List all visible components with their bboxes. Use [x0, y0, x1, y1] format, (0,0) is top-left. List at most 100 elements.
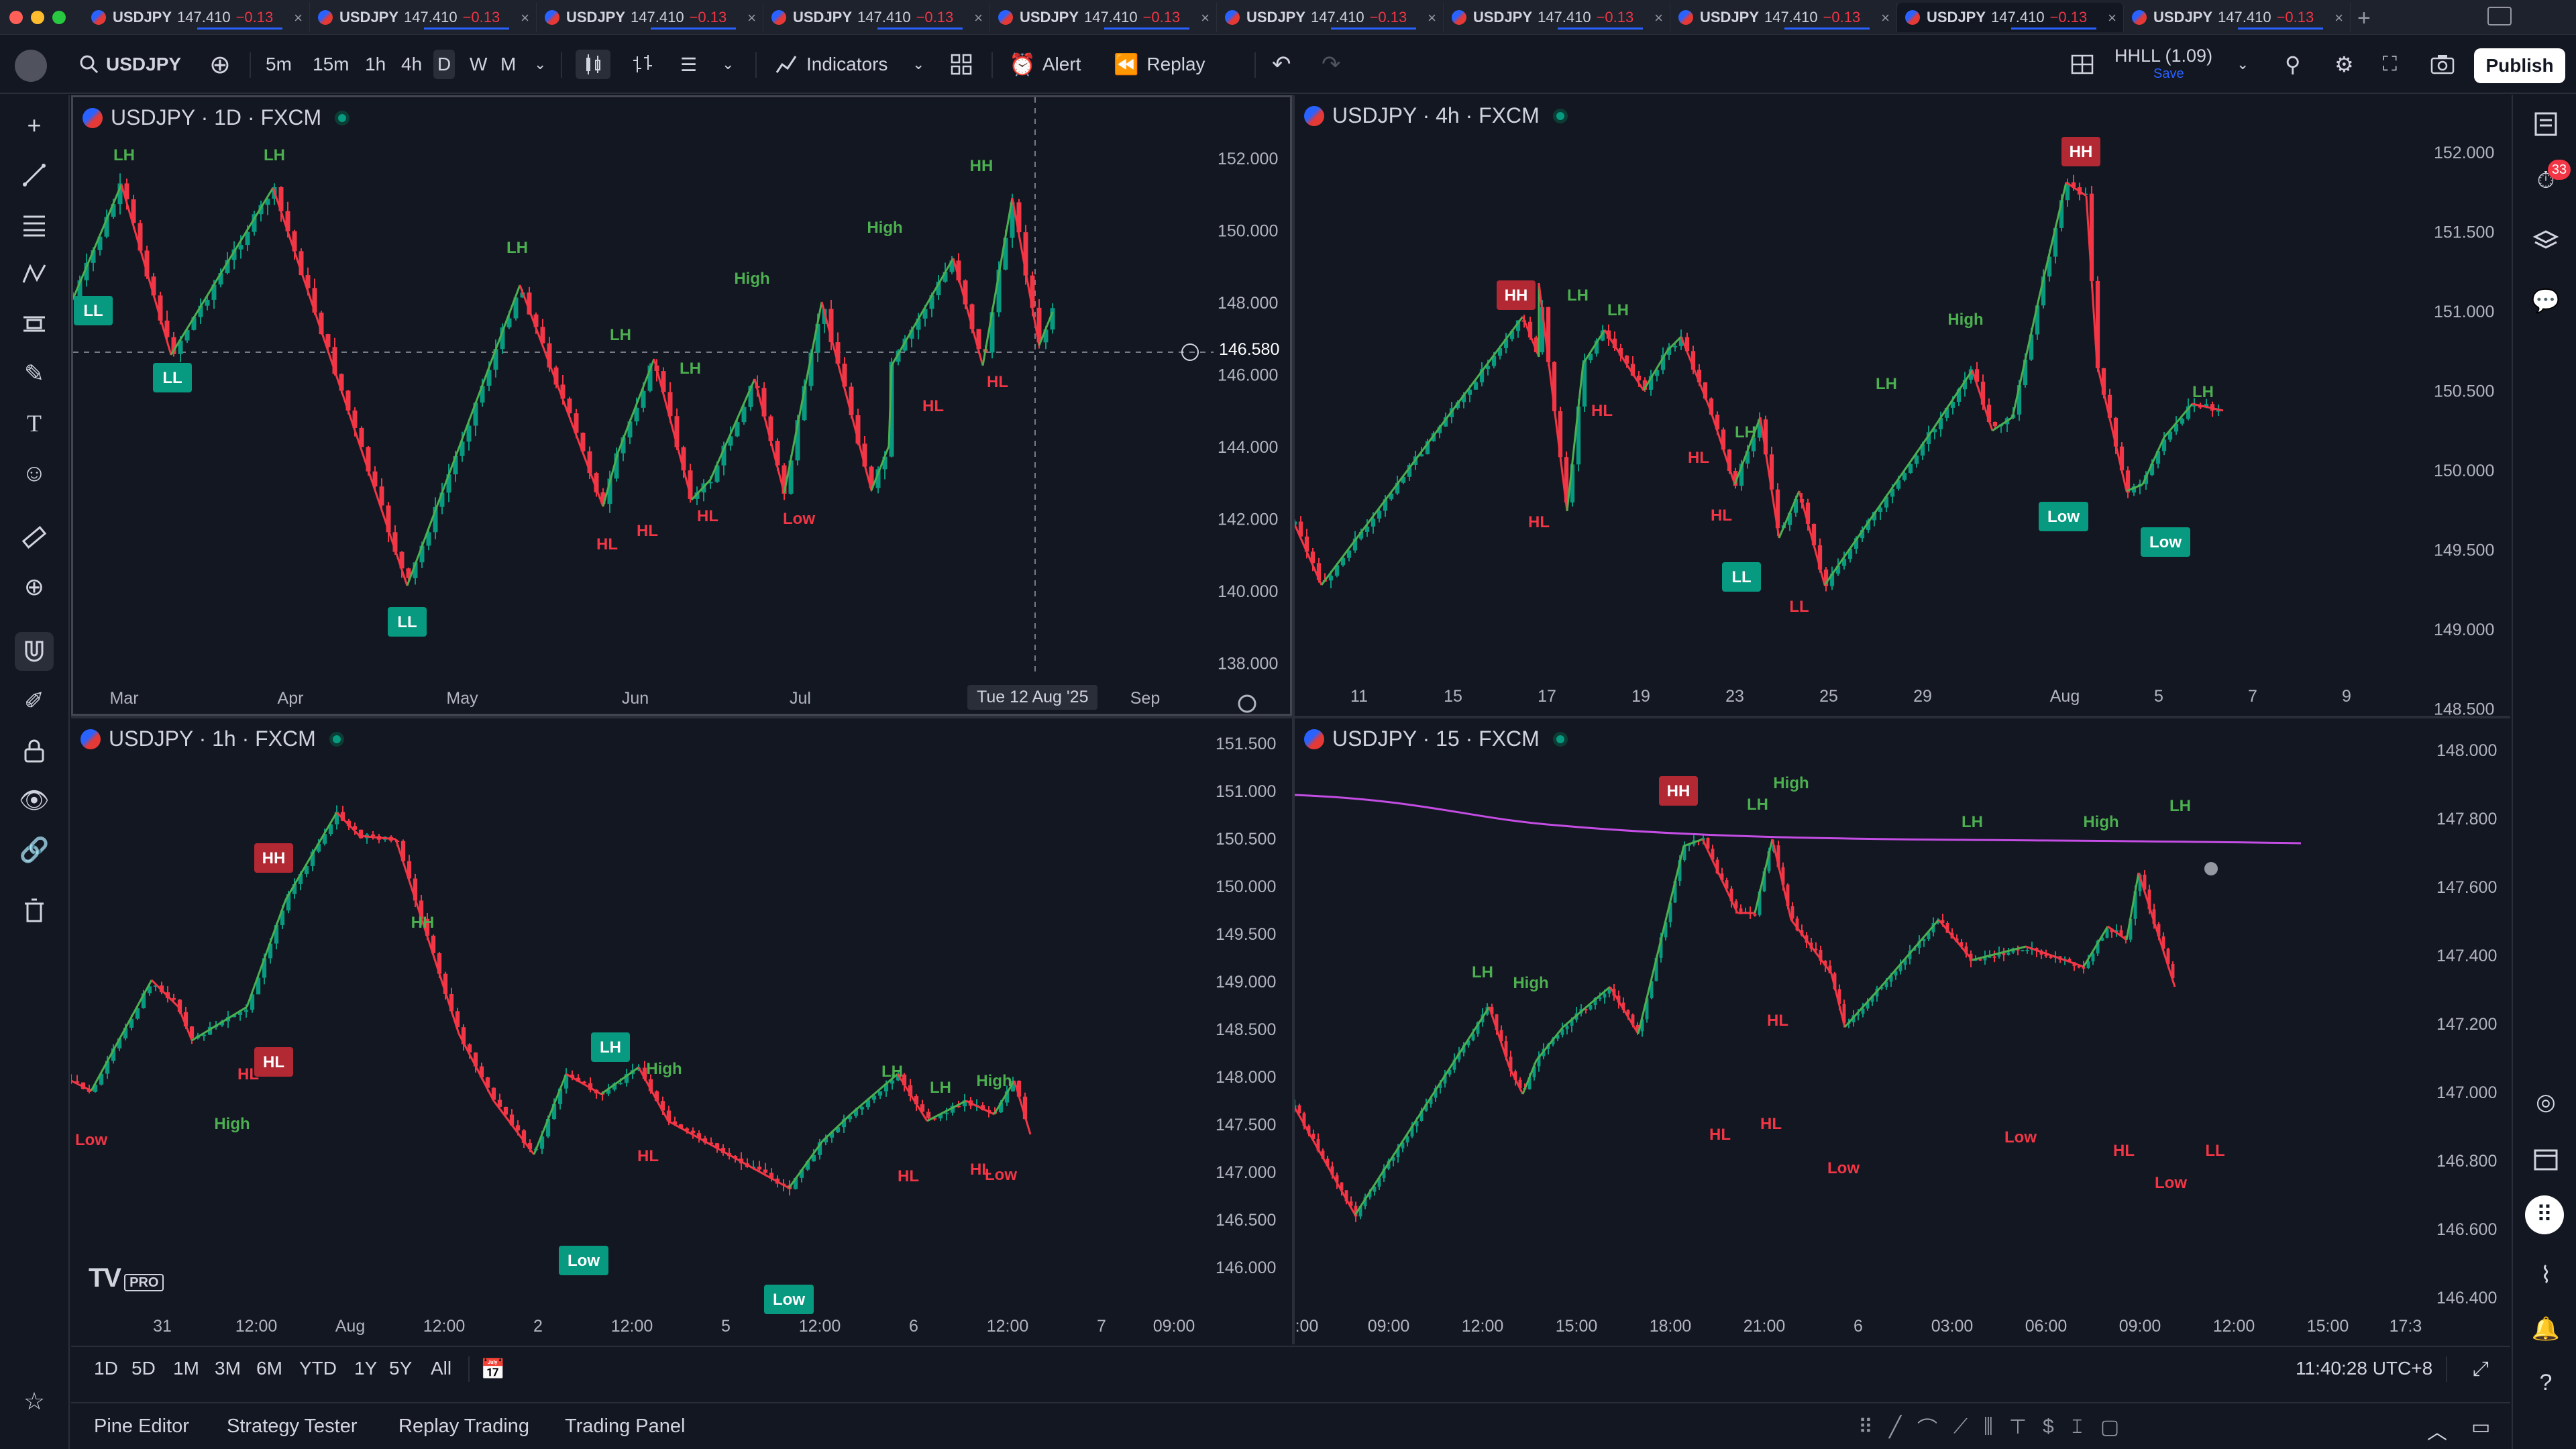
range-all-button[interactable]: All — [431, 1358, 452, 1379]
undo-icon[interactable]: ↶ — [1272, 52, 1291, 77]
close-tab-icon[interactable]: × — [747, 9, 756, 26]
apps-grid-icon[interactable]: ⠿ — [2525, 1195, 2564, 1234]
range-1y-button[interactable]: 1Y — [354, 1358, 378, 1379]
close-tab-icon[interactable]: × — [294, 9, 303, 26]
minimize-window-button[interactable] — [31, 11, 44, 24]
interval-5m[interactable]: 5m — [266, 50, 292, 79]
range-1m-button[interactable]: 1M — [173, 1358, 199, 1379]
publish-button[interactable]: Publish — [2474, 48, 2565, 83]
templates-grid-icon[interactable] — [950, 50, 973, 79]
help-icon[interactable]: ? — [2539, 1369, 2553, 1395]
chart-canvas-15m[interactable]: 148.000 147.800 147.600 147.400 147.200 147.0… — [1295, 718, 2510, 1344]
close-tab-icon[interactable]: × — [2108, 9, 2116, 26]
browser-tab[interactable]: USDJPY 147.410 −0.13 × — [310, 3, 537, 32]
chat-icon[interactable]: 💬 — [2531, 288, 2561, 314]
candle-tool-icon[interactable]: ⫼ — [1984, 1415, 1993, 1438]
close-tab-icon[interactable]: × — [2334, 9, 2343, 26]
zoom-window-button[interactable] — [52, 11, 66, 24]
sidebar-toggle-icon[interactable] — [2487, 7, 2512, 25]
interval-w[interactable]: W — [470, 50, 487, 79]
favorites-star-icon[interactable]: ☆ — [23, 1387, 46, 1415]
drag-handle-icon[interactable]: ⠿ — [1858, 1415, 1873, 1438]
bar-chart-type-icon[interactable] — [631, 50, 655, 79]
browser-tab[interactable]: USDJPY 147.410 −0.13 × — [763, 3, 990, 32]
keep-drawing-icon[interactable]: ✐ — [23, 687, 45, 714]
brush-icon[interactable]: ✎ — [23, 360, 45, 387]
chart-canvas-1d[interactable]: 152.000 150.000 148.000 146.000 144.000 142.0… — [73, 97, 1292, 716]
rectangle-tool-icon[interactable]: ▢ — [2100, 1415, 2120, 1438]
trash-icon[interactable] — [15, 891, 54, 930]
range-1d-button[interactable]: 1D — [94, 1358, 118, 1379]
magnet-icon[interactable] — [15, 632, 54, 671]
maximize-panel-icon[interactable]: ▭ — [2471, 1416, 2491, 1438]
close-tab-icon[interactable]: × — [1201, 9, 1210, 26]
redo-icon[interactable]: ↷ — [1322, 52, 1341, 77]
trend-line-icon[interactable] — [15, 156, 54, 195]
crosshair-icon[interactable]: + — [27, 111, 42, 139]
layers-icon[interactable] — [2528, 223, 2564, 259]
tab-pine-editor[interactable]: Pine Editor — [94, 1415, 189, 1437]
browser-tab[interactable]: USDJPY 147.410 −0.13 × — [990, 3, 1217, 32]
layout-list-icon[interactable]: ☰ — [680, 54, 698, 75]
target-icon[interactable]: ◎ — [2536, 1089, 2556, 1115]
chevron-down-icon[interactable]: ⌄ — [534, 56, 547, 72]
polyline-tool-icon[interactable]: ⟋ — [1953, 1415, 1968, 1438]
interval-m[interactable]: M — [500, 50, 516, 79]
chart-pane-1d[interactable]: 152.000 150.000 148.000 146.000 144.000 142.0… — [71, 95, 1292, 716]
quick-search-icon[interactable]: ⚲ — [2285, 52, 2301, 76]
chart-canvas-4h[interactable]: 152.000 151.500 151.000 150.500 150.000 149.5… — [1295, 95, 2510, 716]
range-5d-button[interactable]: 5D — [131, 1358, 156, 1379]
chart-canvas-1h[interactable]: 151.500 151.000 150.500 150.000 149.500 149.0… — [71, 718, 1292, 1344]
range-3m-button[interactable]: 3M — [215, 1358, 241, 1379]
browser-tab[interactable]: USDJPY 147.410 −0.13 × — [1217, 3, 1444, 32]
settings-gear-icon[interactable]: ⚙ — [2334, 52, 2354, 76]
close-tab-icon[interactable]: × — [1654, 9, 1663, 26]
price-label-icon[interactable]: $ — [2043, 1415, 2054, 1438]
chevron-down-icon[interactable]: ⌄ — [912, 56, 925, 72]
new-tab-button[interactable]: + — [2357, 5, 2371, 31]
fib-retracement-icon[interactable] — [15, 205, 54, 244]
browser-tab[interactable]: USDJPY 147.410 −0.13 × — [1897, 3, 2124, 32]
close-tab-icon[interactable]: × — [974, 9, 983, 26]
zoom-in-icon[interactable]: ⊕ — [23, 573, 45, 600]
range-5y-button[interactable]: 5Y — [389, 1358, 413, 1379]
browser-tab[interactable]: USDJPY 147.410 −0.13 × — [83, 3, 310, 32]
pane-divider-vertical[interactable] — [1292, 95, 1295, 1344]
interval-4h[interactable]: 4h — [401, 50, 422, 79]
text-tool-icon[interactable]: T — [27, 410, 42, 437]
interval-1h[interactable]: 1h — [365, 50, 386, 79]
browser-tab[interactable]: USDJPY 147.410 −0.13 × — [537, 3, 763, 32]
candles-chart-type-icon[interactable] — [576, 50, 610, 79]
close-tab-icon[interactable]: × — [1428, 9, 1436, 26]
collapse-panel-chevron-up-icon[interactable]: ︿ — [2427, 1421, 2447, 1444]
chevron-down-icon[interactable]: ⌄ — [722, 56, 735, 72]
ruler-icon[interactable] — [15, 518, 54, 557]
chart-pane-1h[interactable]: 151.500 151.000 150.500 150.000 149.500 149.0… — [71, 718, 1292, 1344]
close-window-button[interactable] — [9, 11, 23, 24]
eye-icon[interactable]: 👁 — [19, 786, 50, 814]
layout-select-icon[interactable] — [2070, 50, 2094, 79]
calendar-icon[interactable] — [2528, 1140, 2564, 1177]
browser-tab[interactable]: USDJPY 147.410 −0.13 × — [1670, 3, 1897, 32]
symbol-search[interactable]: USDJPY — [79, 50, 181, 79]
go-to-date-calendar-icon[interactable]: 📅 — [480, 1358, 506, 1381]
replay-button[interactable]: ⏪ Replay — [1114, 50, 1205, 79]
fullscreen-icon[interactable]: ⛶ — [2383, 53, 2397, 75]
signal-feed-icon[interactable]: ⌇ — [2540, 1263, 2552, 1288]
range-ytd-button[interactable]: YTD — [299, 1358, 337, 1379]
range-6m-button[interactable]: 6M — [256, 1358, 282, 1379]
clock-timezone[interactable]: 11:40:28 UTC+8 — [2296, 1358, 2433, 1379]
chart-pane-4h[interactable]: 152.000 151.500 151.000 150.500 150.000 149.5… — [1295, 95, 2510, 716]
browser-tab[interactable]: USDJPY 147.410 −0.13 × — [1444, 3, 1670, 32]
cursor-text-icon[interactable]: 𝙸 — [2070, 1415, 2084, 1438]
tab-trading-panel[interactable]: Trading Panel — [565, 1415, 686, 1437]
prediction-tool-icon[interactable] — [15, 305, 54, 343]
avatar[interactable] — [15, 50, 47, 82]
camera-icon[interactable] — [2430, 50, 2455, 79]
watchlist-icon[interactable] — [2528, 106, 2564, 142]
path-tool-icon[interactable]: ⌒ — [1917, 1418, 1938, 1440]
lock-icon[interactable] — [15, 731, 54, 770]
alert-button[interactable]: ⏰ Alert — [1009, 50, 1081, 79]
link-icon[interactable]: 🔗 — [19, 836, 50, 863]
interval-d[interactable]: D — [433, 50, 455, 79]
